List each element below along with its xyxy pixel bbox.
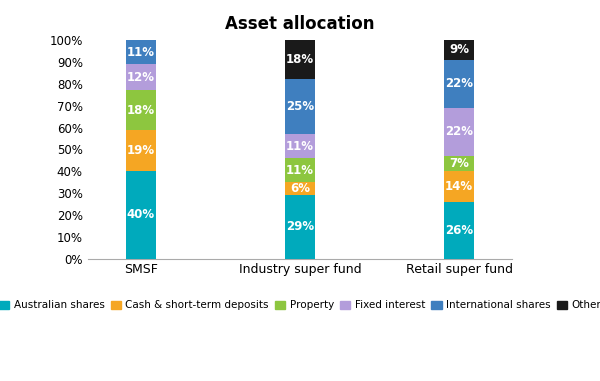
Bar [285,134,315,158]
Text: 22%: 22% [445,77,473,90]
Bar [285,79,315,134]
Bar [285,158,315,182]
Text: 18%: 18% [127,104,155,117]
Bar [285,182,315,195]
Text: 6%: 6% [290,182,310,195]
Text: 7%: 7% [449,157,469,170]
Text: 18%: 18% [286,53,314,66]
Legend: Australian shares, Cash & short-term deposits, Property, Fixed interest, Interna: Australian shares, Cash & short-term dep… [0,296,600,315]
Bar [445,40,474,60]
Text: 19%: 19% [127,144,155,157]
Text: 9%: 9% [449,43,469,56]
Bar [126,90,155,130]
Text: 11%: 11% [286,139,314,152]
Text: 29%: 29% [286,220,314,234]
Bar [126,40,155,64]
Bar [285,40,315,79]
Text: 26%: 26% [445,224,473,237]
Text: 40%: 40% [127,208,155,221]
Title: Asset allocation: Asset allocation [225,15,375,33]
Bar [445,171,474,202]
Bar [126,130,155,171]
Bar [285,195,315,259]
Text: 11%: 11% [286,163,314,177]
Bar [126,171,155,259]
Text: 11%: 11% [127,46,155,59]
Text: 12%: 12% [127,71,155,84]
Text: 22%: 22% [445,125,473,138]
Bar [126,64,155,90]
Bar [445,60,474,108]
Bar [445,202,474,259]
Bar [445,156,474,171]
Bar [445,108,474,156]
Text: 25%: 25% [286,100,314,113]
Bar [126,38,155,40]
Text: 14%: 14% [445,180,473,193]
